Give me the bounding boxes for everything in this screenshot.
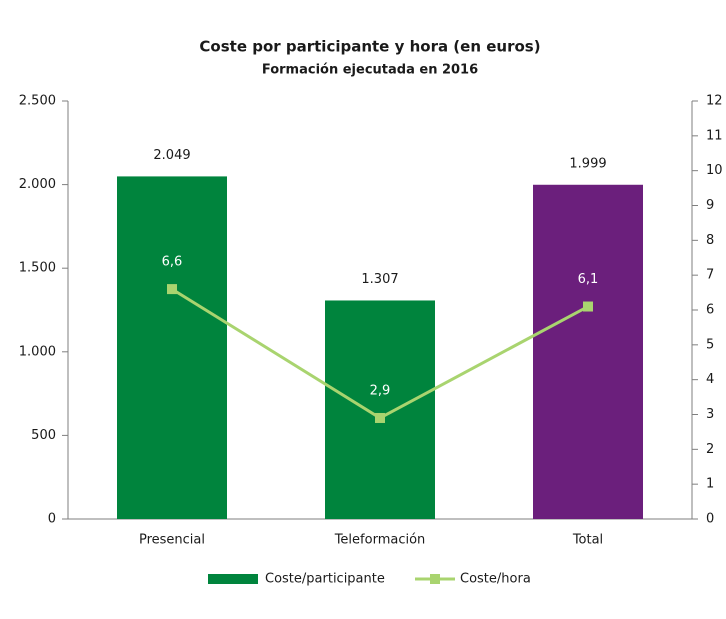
y2-tick-label: 6 — [706, 303, 714, 318]
bar — [325, 300, 435, 519]
bar — [533, 184, 643, 519]
chart-title: Coste por participante y hora (en euros) — [199, 38, 540, 56]
y2-tick-label: 9 — [706, 198, 714, 213]
line-value-label: 6,6 — [162, 255, 183, 270]
line-marker — [167, 284, 177, 295]
x-tick-label: Presencial — [139, 533, 205, 548]
y2-tick-label: 2 — [706, 442, 714, 457]
y-tick-label: 2.500 — [19, 94, 56, 109]
y2-tick-label: 11 — [706, 128, 723, 143]
line-marker — [375, 412, 385, 423]
y-tick-label: 2.000 — [19, 177, 56, 192]
y2-tick-label: 1 — [706, 477, 714, 492]
y2-tick-label: 4 — [706, 372, 714, 387]
y2-tick-label: 12 — [706, 94, 723, 109]
bar — [117, 176, 227, 519]
y-tick-label: 1.000 — [19, 344, 56, 359]
y2-tick-label: 0 — [706, 512, 714, 527]
y2-tick-label: 5 — [706, 337, 714, 352]
y-tick-label: 500 — [31, 428, 56, 443]
chart-subtitle: Formación ejecutada en 2016 — [262, 63, 478, 78]
y-tick-label: 1.500 — [19, 261, 56, 276]
line-value-label: 6,1 — [578, 272, 599, 287]
y-tick-label: 0 — [48, 512, 56, 527]
line-value-label: 2,9 — [370, 383, 391, 398]
y2-tick-label: 7 — [706, 268, 714, 283]
x-tick-label: Total — [572, 533, 603, 548]
legend-label: Coste/participante — [265, 572, 385, 587]
legend-swatch — [208, 574, 258, 584]
bar-value-label: 1.999 — [569, 156, 606, 171]
bar-value-label: 2.049 — [153, 148, 190, 163]
y2-tick-label: 3 — [706, 407, 714, 422]
legend-label: Coste/hora — [460, 572, 531, 587]
legend-marker — [430, 574, 440, 584]
bar-value-label: 1.307 — [361, 272, 398, 287]
line-marker — [583, 301, 593, 312]
x-tick-label: Teleformación — [334, 533, 426, 548]
y2-tick-label: 10 — [706, 163, 723, 178]
y2-tick-label: 8 — [706, 233, 714, 248]
